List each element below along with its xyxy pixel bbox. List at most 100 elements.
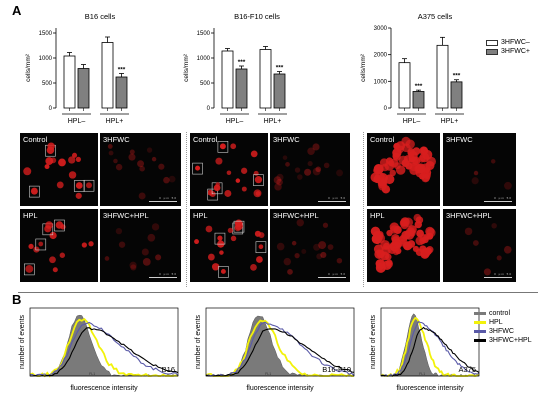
nucleus [163,176,170,184]
nucleus [419,237,426,245]
hist-legend-label-3hfwc-hpl: 3HFWC+HPL [489,337,532,344]
legend-swatch-gray [486,48,498,55]
fl-tick-label: FL1 [89,372,95,376]
nucleus [25,264,34,273]
micro-label: HPL [370,211,385,220]
cell-line-label: B16 [162,365,175,374]
nucleus [371,233,383,245]
nucleus [274,183,282,191]
nucleus [211,263,220,271]
y-tick-label: 500 [200,81,211,87]
nucleus [399,234,408,242]
bar [63,55,76,109]
group-label: HPL– [68,118,86,125]
nucleus [421,173,430,183]
group-label: HPL– [403,118,421,125]
nucleus [392,148,402,158]
nucleus [491,222,497,229]
chart-title-a375: A375 cells [417,12,453,21]
nucleus [391,233,400,243]
nucleus [291,240,297,246]
nucleus [323,162,330,169]
nucleus [282,155,288,160]
histogram-control [30,314,179,377]
y-tick-label: 1500 [39,31,53,37]
nucleus [320,251,327,258]
chart-title-b16: B16 cells [84,12,116,21]
nucleus [68,156,76,164]
nucleus [313,243,321,251]
legend-item-3hfwc-plus: 3HFWC+ [486,47,530,56]
nucleus [318,241,327,250]
micro-label: 3HFWC+HPL [446,211,492,220]
nucleus [33,246,40,253]
micro-nuclei [276,219,343,275]
hist-legend-label-hpl: HPL [489,319,503,326]
y-tick-label: 1000 [197,56,211,62]
micro-label: 3HFWC [273,135,300,144]
section-divider [18,292,538,293]
nucleus [408,156,419,167]
legend-label-3hfwc-plus: 3HFWC+ [501,48,530,55]
nucleus [388,160,395,167]
hist-legend-item-3hfwc-hpl: 3HFWC+HPL [474,336,532,345]
nucleus [59,252,66,258]
micro-nuclei [107,144,176,200]
nucleus [381,185,391,194]
nucleus [315,166,322,173]
group-label: HPL+ [441,118,459,125]
hist-legend-item-control: control [474,309,532,318]
nucleus [417,165,426,174]
nucleus [23,167,32,176]
highlight-box [233,220,245,233]
nucleus [276,178,283,186]
nucleus [370,226,381,236]
nucleus [75,156,81,162]
highlight-box [214,232,226,245]
nucleus [307,147,315,156]
bar [221,50,234,109]
nucleus [490,159,496,164]
nucleus [146,147,153,153]
legend-item-3hfwc-minus: 3HFWC– [486,38,530,47]
micro-label: 3HFWC [103,135,130,144]
nucleus [296,219,304,227]
plot-frame [380,307,480,377]
legend-label-3hfwc-minus: 3HFWC– [501,39,530,46]
histogram-b16: number of events fluorescence intensity FL… [19,307,179,392]
nucleus [504,181,512,190]
nucleus [47,142,55,151]
nucleus [52,267,58,273]
nucleus [151,156,157,162]
micro-b16-control: Control [20,133,98,206]
bar [398,62,411,109]
nucleus [130,264,137,271]
nucleus [416,229,424,238]
nucleus [464,227,473,236]
y-tick-label: 2000 [374,53,388,59]
nucleus [395,165,406,175]
scale-bar [149,201,177,202]
y-tick-label: 1000 [374,79,388,85]
nucleus [104,256,110,261]
micro-separator-2 [363,132,364,287]
y-axis-label: number of events [370,314,377,369]
nucleus [276,242,285,251]
nucleus [38,241,44,247]
micro-separator-1 [186,132,187,287]
histogram-3hfwc-hpl [30,327,179,377]
nucleus [235,222,243,231]
y-tick-label: 1500 [197,31,211,37]
hist-legend-swatch-3hfwc [474,330,486,333]
nucleus [81,242,87,248]
nucleus [141,248,149,256]
nucleus [168,175,176,183]
micro-b16-3hfwc: 3HFWC 0 μm 50 [100,133,181,206]
nucleus [207,253,215,261]
bar [101,42,114,109]
hist-legend-swatch-control [474,312,486,315]
micro-nuclei [24,219,94,276]
micro-nuclei [464,222,512,276]
scale-bar [149,277,177,278]
micro-a375-control: Control [367,133,440,206]
